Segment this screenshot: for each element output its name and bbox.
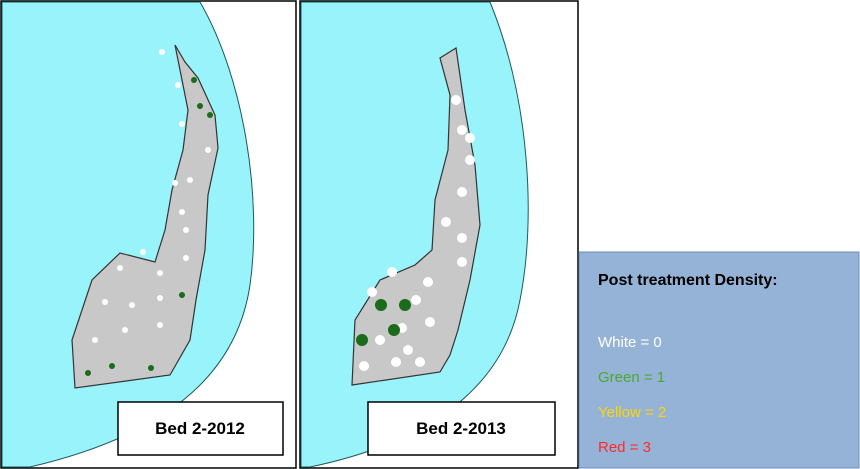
- legend-item: Green = 1: [598, 369, 665, 386]
- dots-white: [92, 49, 211, 343]
- panel-label: Bed 2-2012: [155, 419, 245, 438]
- dots-green: [356, 299, 411, 346]
- panel-label: Bed 2-2013: [416, 419, 506, 438]
- legend-box: [578, 251, 860, 469]
- bed: [71, 44, 219, 389]
- dots-green: [85, 77, 213, 376]
- legend-item: Red = 3: [598, 439, 651, 456]
- panel-2013: Bed 2-2013: [299, 0, 579, 469]
- dots-white: [359, 95, 475, 371]
- legend-item: White = 0: [598, 334, 662, 351]
- legend-item: Yellow = 2: [598, 404, 666, 421]
- legend: Post treatment Density: White = 0 Green …: [578, 251, 860, 469]
- panel-2012: Bed 2-2012: [0, 0, 297, 469]
- label-box: [367, 401, 556, 456]
- legend-title: Post treatment Density:: [598, 272, 778, 289]
- label-box: [117, 401, 284, 456]
